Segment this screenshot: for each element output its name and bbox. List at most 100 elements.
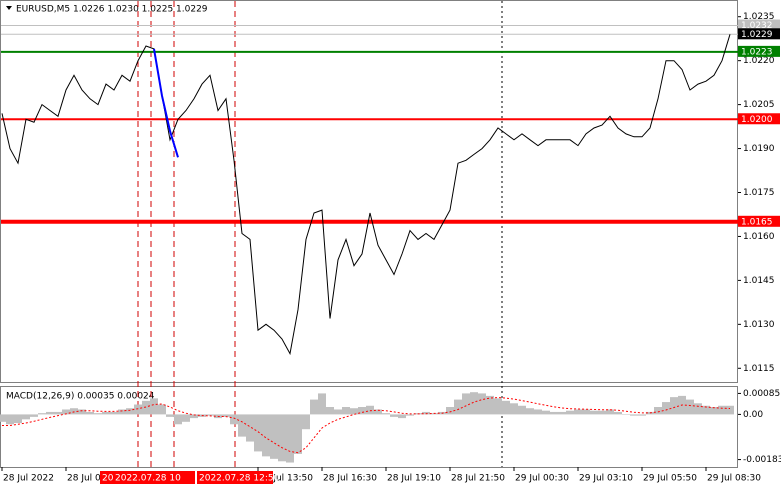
price-level-label: 1.0229 — [741, 30, 773, 40]
macd-bar — [318, 393, 326, 415]
macd-bar — [150, 398, 158, 415]
marker-time-box — [197, 471, 273, 484]
marker-time-label: 2022.07.28 10 — [115, 474, 181, 484]
macd-bar — [590, 410, 598, 415]
x-tick-label: 28 Jul 21:50 — [451, 474, 505, 484]
macd-bar — [550, 411, 558, 415]
trend-segment — [153, 48, 179, 158]
macd-bar — [310, 399, 318, 415]
y-tick-label: 1.0175 — [743, 188, 775, 198]
macd-bar — [326, 406, 334, 415]
macd-bar — [390, 414, 398, 417]
macd-bar — [302, 414, 310, 430]
y-tick-label: 0.00 — [743, 410, 763, 420]
macd-bar — [190, 414, 198, 419]
y-tick-label: 1.0190 — [743, 144, 775, 154]
macd-bar — [702, 405, 710, 415]
macd-bar — [406, 414, 414, 416]
macd-bar — [46, 411, 54, 415]
macd-bar — [566, 410, 574, 415]
signal-line — [2, 397, 731, 454]
macd-bar — [222, 414, 230, 417]
y-tick-label: 0.00085 — [743, 389, 780, 399]
price-level-label-box — [738, 28, 780, 40]
macd-bar — [54, 411, 62, 415]
marker-time-label: 2022.07.28 12:50 — [199, 474, 280, 484]
macd-bar — [38, 413, 46, 415]
macd-bar — [382, 413, 390, 415]
collapse-icon[interactable] — [6, 6, 12, 10]
macd-bar — [14, 414, 22, 424]
x-tick-label: 28 Jul 19:10 — [387, 474, 441, 484]
y-tick-label: 1.0205 — [743, 100, 775, 110]
macd-bar — [0, 414, 6, 422]
macd-bar — [486, 395, 494, 415]
macd-bar — [182, 414, 190, 422]
macd-bar — [454, 399, 462, 415]
macd-bar — [238, 414, 246, 437]
macd-bar — [598, 410, 606, 415]
macd-bar — [606, 409, 614, 415]
macd-bar — [342, 406, 350, 415]
macd-bar — [534, 409, 542, 415]
y-tick-label: 1.0115 — [743, 364, 775, 374]
macd-bar — [270, 414, 278, 459]
macd-bar — [110, 411, 118, 415]
x-tick-label: 29 Jul 03:10 — [579, 474, 633, 484]
macd-bar — [358, 406, 366, 415]
macd-bar — [78, 409, 86, 415]
x-tick-label: 29 Jul 00:30 — [515, 474, 569, 484]
macd-bar — [670, 397, 678, 415]
marker-time-box — [100, 471, 113, 484]
macd-bar — [166, 414, 174, 417]
price-level-label: 1.0200 — [741, 115, 773, 125]
marker-time-box — [113, 471, 195, 484]
macd-bar — [694, 403, 702, 415]
macd-bar — [638, 414, 646, 416]
x-tick-label: 29 Jul 08:30 — [707, 474, 761, 484]
macd-bar — [614, 411, 622, 415]
macd-bar — [662, 402, 670, 415]
macd-bar — [470, 392, 478, 415]
macd-bar — [230, 414, 238, 425]
macd-bar — [622, 414, 630, 415]
macd-bar — [630, 414, 638, 416]
main-frame — [0, 0, 738, 383]
y-tick-label: 1.0145 — [743, 276, 775, 286]
macd-bar — [70, 408, 78, 415]
macd-bar — [686, 399, 694, 415]
price-level-label-box — [738, 113, 780, 125]
y-tick-label: 1.0220 — [743, 56, 775, 66]
price-level-label: 1.0223 — [741, 47, 773, 57]
macd-bar — [574, 409, 582, 415]
x-tick-label: 28 Jul 16:30 — [323, 474, 377, 484]
macd-bar — [718, 405, 726, 415]
macd-bar — [6, 414, 14, 425]
macd-bar — [558, 411, 566, 415]
macd-bar — [502, 400, 510, 415]
y-tick-label: 1.0130 — [743, 320, 775, 330]
macd-bar — [526, 408, 534, 415]
price-level-label: 1.0165 — [741, 217, 773, 227]
macd-bar — [350, 408, 358, 415]
macd-bar — [518, 405, 526, 415]
y-tick-label: -0.00183 — [743, 455, 781, 465]
price-line — [1, 34, 731, 356]
macd-bar — [374, 409, 382, 415]
x-tick-label: 28 Jul 0 — [67, 474, 101, 484]
macd-bar — [478, 393, 486, 415]
macd-bar — [582, 409, 590, 415]
macd-bar — [294, 414, 302, 454]
macd-bar — [286, 414, 294, 463]
y-tick-label: 1.0160 — [743, 232, 775, 242]
macd-bar — [62, 409, 70, 415]
macd-bar — [726, 405, 734, 415]
macd-bar — [654, 406, 662, 415]
x-tick-label: 28 Jul 13:50 — [259, 474, 313, 484]
macd-bar — [710, 406, 718, 415]
macd-bar — [262, 414, 270, 457]
macd-bar — [126, 408, 134, 415]
macd-bar — [206, 414, 214, 416]
macd-bar — [30, 414, 38, 417]
chart-title: EURUSD,M5 1.0226 1.0230 1.0225 1.0229 — [16, 5, 208, 15]
